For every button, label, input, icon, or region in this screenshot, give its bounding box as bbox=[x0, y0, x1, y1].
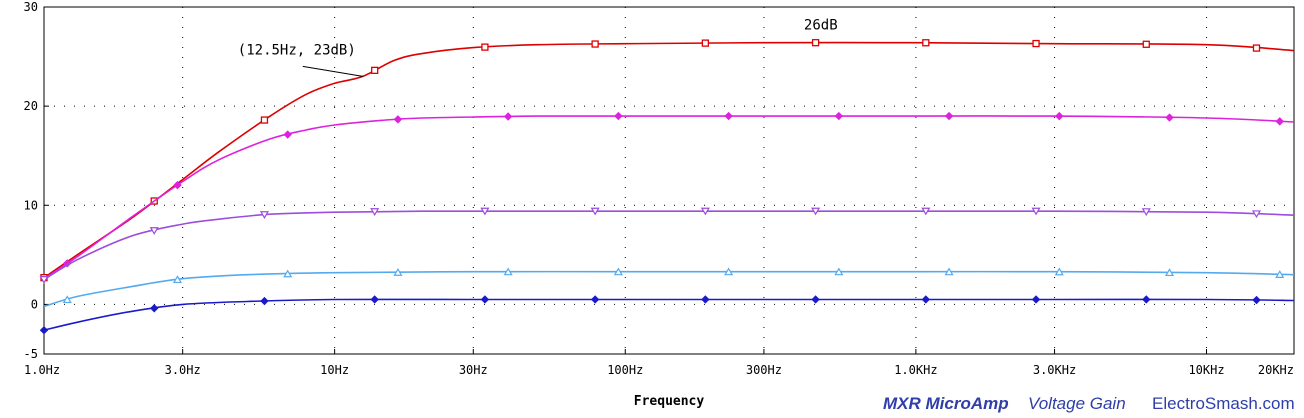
series-marker bbox=[724, 267, 734, 276]
x-tick-label: 3.0KHz bbox=[1033, 363, 1076, 377]
series-marker bbox=[63, 259, 72, 268]
annotations: (12.5Hz, 23dB) 26dB bbox=[238, 18, 838, 77]
series-marker bbox=[590, 207, 600, 216]
series-marker bbox=[370, 208, 380, 216]
series-marker bbox=[480, 207, 490, 216]
series-marker bbox=[590, 295, 600, 304]
series-marker bbox=[370, 295, 379, 304]
series-marker bbox=[591, 40, 599, 48]
axis-ticks: 1.0Hz 3.0Hz 10Hz 30Hz 100Hz 300Hz 1.0KHz 3.0KHz… bbox=[24, 0, 1295, 377]
footer-subtitle: Voltage Gain bbox=[1028, 394, 1126, 413]
series-marker bbox=[1031, 207, 1041, 216]
series-marker bbox=[393, 268, 403, 276]
x-axis-label: Frequency bbox=[634, 394, 705, 409]
series-4 bbox=[39, 295, 1295, 335]
footer-title: MXR MicroAmp bbox=[883, 394, 1009, 413]
series-marker bbox=[62, 295, 72, 304]
series-marker bbox=[503, 267, 513, 276]
series-marker bbox=[724, 111, 733, 121]
series-marker bbox=[834, 111, 844, 121]
x-tick-label: 1.0Hz bbox=[24, 363, 60, 377]
x-tick-label: 100Hz bbox=[607, 363, 643, 377]
series-marker bbox=[259, 211, 269, 219]
series-marker bbox=[1275, 270, 1285, 278]
series-marker bbox=[614, 111, 623, 121]
series-3 bbox=[43, 267, 1295, 308]
series-marker bbox=[701, 295, 710, 304]
series-marker bbox=[1251, 210, 1262, 219]
series-marker bbox=[283, 269, 293, 278]
series-marker bbox=[149, 227, 159, 235]
series-line bbox=[43, 115, 1295, 280]
footer-site: ElectroSmash.com bbox=[1152, 394, 1295, 413]
series-marker bbox=[1032, 39, 1040, 48]
series-marker bbox=[393, 115, 403, 124]
series-marker bbox=[1252, 44, 1261, 52]
x-tick-label: 1.0KHz bbox=[894, 363, 937, 377]
series-marker bbox=[1252, 295, 1261, 305]
y-tick-label: -5 bbox=[24, 347, 38, 361]
annotation-label: (12.5Hz, 23dB) bbox=[238, 42, 356, 58]
x-tick-label: 300Hz bbox=[746, 363, 782, 377]
series-marker bbox=[1141, 208, 1151, 217]
series-marker bbox=[39, 276, 49, 284]
series-marker bbox=[613, 267, 623, 276]
x-tick-label: 20KHz bbox=[1258, 363, 1294, 377]
series-marker bbox=[1054, 267, 1064, 276]
series-marker bbox=[1275, 117, 1284, 126]
x-tick-label: 3.0Hz bbox=[165, 363, 201, 377]
series-marker bbox=[260, 296, 269, 306]
series-line bbox=[43, 210, 1295, 281]
x-tick-label: 10KHz bbox=[1188, 363, 1224, 377]
series-line bbox=[43, 298, 1295, 331]
y-tick-label: 10 bbox=[24, 198, 38, 212]
series-marker bbox=[811, 39, 820, 47]
series-marker bbox=[1142, 40, 1150, 48]
series-marker bbox=[921, 207, 931, 216]
series-marker bbox=[1031, 295, 1041, 304]
series-marker bbox=[173, 180, 182, 190]
series-marker bbox=[371, 66, 379, 74]
series-marker bbox=[811, 295, 820, 304]
series-marker bbox=[150, 304, 159, 313]
series-line bbox=[43, 270, 1295, 308]
y-tick-label: 0 bbox=[31, 297, 38, 311]
series-curves bbox=[39, 39, 1295, 335]
x-tick-label: 10Hz bbox=[320, 363, 349, 377]
series-line bbox=[43, 41, 1295, 279]
annotation-leader-line bbox=[302, 65, 363, 77]
series-2 bbox=[39, 207, 1295, 284]
series-marker bbox=[701, 39, 710, 47]
series-marker bbox=[1142, 295, 1151, 304]
y-tick-label: 20 bbox=[24, 99, 38, 113]
series-marker bbox=[503, 112, 513, 121]
series-marker bbox=[172, 275, 183, 284]
series-marker bbox=[834, 267, 844, 276]
series-marker bbox=[481, 43, 489, 51]
series-0 bbox=[40, 39, 1295, 282]
y-tick-label: 30 bbox=[24, 0, 38, 14]
series-marker bbox=[922, 39, 930, 47]
series-marker bbox=[39, 325, 49, 335]
series-marker bbox=[921, 295, 931, 304]
series-marker bbox=[700, 207, 710, 216]
series-marker bbox=[480, 295, 490, 304]
series-marker bbox=[1165, 113, 1174, 122]
series-marker bbox=[944, 111, 954, 121]
annotation-label: 26dB bbox=[804, 18, 838, 34]
series-marker bbox=[1055, 111, 1064, 121]
plot-frame bbox=[43, 6, 1295, 355]
x-tick-label: 30Hz bbox=[459, 363, 488, 377]
series-marker bbox=[1164, 268, 1175, 277]
series-marker bbox=[944, 267, 954, 276]
series-marker bbox=[260, 116, 269, 124]
series-marker bbox=[811, 207, 821, 216]
series-marker bbox=[283, 130, 292, 139]
series-1 bbox=[43, 111, 1295, 280]
